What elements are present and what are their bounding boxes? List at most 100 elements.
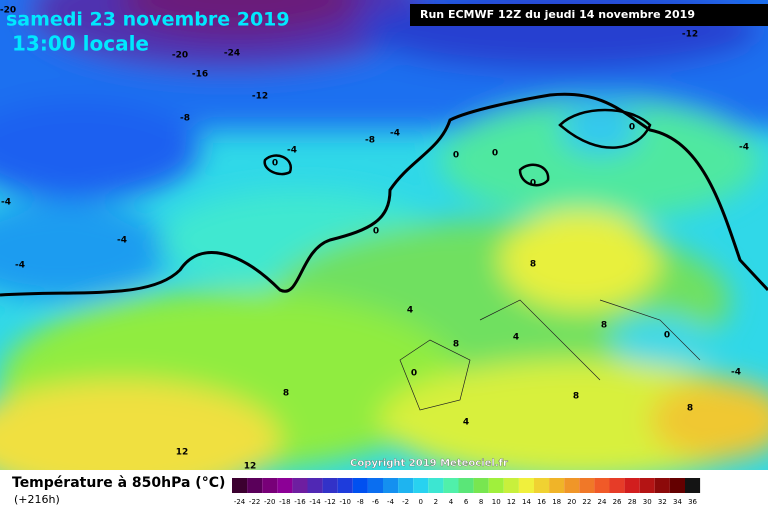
colorbar-swatch (639, 478, 655, 493)
contour-label: -4 (390, 129, 400, 139)
lead-time: (+216h) (14, 493, 60, 506)
colorbar-swatch (669, 478, 685, 493)
colorbar-swatch (337, 478, 353, 493)
run-info: Run ECMWF 12Z du jeudi 14 novembre 2019 (420, 8, 695, 21)
colorbar-swatch (383, 478, 399, 493)
copyright: Copyright 2019 Meteociel.fr (350, 458, 508, 469)
contour-label: -20 (0, 6, 16, 16)
colorbar-swatch (518, 478, 534, 493)
map-time: 13:00 locale (12, 32, 149, 56)
colorbar-swatch (473, 478, 489, 493)
colorbar-label: 4 (449, 498, 454, 506)
colorbar-swatch (654, 478, 670, 493)
colorbar-swatch (594, 478, 610, 493)
contour-label: -20 (172, 51, 188, 61)
colorbar-label: -14 (309, 498, 321, 506)
colorbar-swatch (262, 478, 278, 493)
contour-label: 0 (629, 123, 635, 133)
contour-label: -8 (365, 136, 375, 146)
colorbar-swatch (564, 478, 580, 493)
colorbar-swatch (292, 478, 308, 493)
contour-label: 8 (530, 260, 536, 270)
colorbar-swatch (458, 478, 474, 493)
contour-label: 4 (463, 418, 469, 428)
map: -20 -24 -16 -12 -12 -20 -8 -8 -4 0 -4 0 0 0 0 -4 -4 -4 -4 0… (0, 0, 768, 472)
colorbar-label: 8 (479, 498, 483, 506)
contour-label: 0 (530, 179, 536, 189)
colorbar-label: 22 (582, 498, 591, 506)
contour-label: -4 (739, 143, 749, 153)
contour-label: -12 (682, 30, 698, 40)
colorbar-swatch (624, 478, 640, 493)
colorbar-label: 30 (643, 498, 652, 506)
colorbar-swatch (307, 478, 323, 493)
contour-label: -16 (192, 70, 208, 80)
contour-label: 8 (573, 392, 579, 402)
contour-label: 12 (176, 448, 189, 458)
contour-label: 0 (373, 227, 379, 237)
colorbar-label: 34 (673, 498, 682, 506)
colorbar-label: -18 (279, 498, 290, 506)
colorbar-label: -10 (340, 498, 351, 506)
colorbar-label: 16 (537, 498, 546, 506)
colorbar-label: 28 (628, 498, 637, 506)
colorbar-swatch (428, 478, 444, 493)
colorbar-label: -24 (234, 498, 246, 506)
contour-label: 8 (453, 340, 459, 350)
colorbar-label: 26 (613, 498, 622, 506)
colorbar-label: 10 (492, 498, 501, 506)
colorbar-swatch (609, 478, 625, 493)
contour-label: -24 (224, 49, 240, 59)
colorbar-swatch (322, 478, 338, 493)
contour-label: -4 (117, 236, 127, 246)
colorbar-swatch (503, 478, 519, 493)
colorbar-label: 32 (658, 498, 667, 506)
contour-label: -12 (252, 92, 268, 102)
colorbar-label: 20 (567, 498, 576, 506)
contour-label: -4 (1, 198, 11, 208)
colorbar-swatch (549, 478, 565, 493)
colorbar-label: 0 (419, 498, 423, 506)
contour-label: 8 (601, 321, 607, 331)
colorbar-label: -12 (324, 498, 335, 506)
contour-label: 0 (453, 151, 459, 161)
colorbar-swatch (413, 478, 429, 493)
contour-label: 0 (492, 149, 498, 159)
map-title: samedi 23 novembre 2019 (6, 9, 290, 31)
colorbar-swatch (579, 478, 595, 493)
colorbar-label: 6 (464, 498, 469, 506)
colorbar-swatch (232, 478, 248, 493)
colorbar-label: -6 (372, 498, 380, 506)
colorbar-swatch (367, 478, 383, 493)
colorbar-label: 18 (552, 498, 561, 506)
colorbar-swatch (352, 478, 368, 493)
colorbar-label: -16 (294, 498, 306, 506)
colorbar-swatch (685, 478, 701, 493)
contour-label: 12 (244, 462, 257, 472)
colorbar-label: -2 (402, 498, 409, 506)
contour-label: 8 (283, 389, 289, 399)
contour-label: -4 (15, 261, 25, 271)
colorbar-swatch (443, 478, 459, 493)
contour-label: 0 (664, 331, 670, 341)
contour-label: 8 (687, 404, 693, 414)
contour-label: 0 (411, 369, 417, 379)
colorbar-label: 24 (597, 498, 606, 506)
colorbar-swatch (398, 478, 414, 493)
contour-label: 4 (513, 333, 519, 343)
colorbar-label: -20 (264, 498, 275, 506)
colorbar-swatch (277, 478, 293, 493)
contour-label: 4 (407, 306, 413, 316)
contour-label: 0 (272, 159, 278, 169)
legend-title: Température à 850hPa (°C) (12, 475, 225, 491)
contour-label: -8 (180, 114, 190, 124)
colorbar-swatch (488, 478, 504, 493)
colorbar-swatch (534, 478, 550, 493)
contour-label: -4 (731, 368, 741, 378)
colorbar-label: -4 (387, 498, 395, 506)
contour-label: -4 (287, 146, 297, 156)
colorbar-label: 36 (688, 498, 697, 506)
colorbar-label: 2 (434, 498, 438, 506)
colorbar-swatch (247, 478, 263, 493)
